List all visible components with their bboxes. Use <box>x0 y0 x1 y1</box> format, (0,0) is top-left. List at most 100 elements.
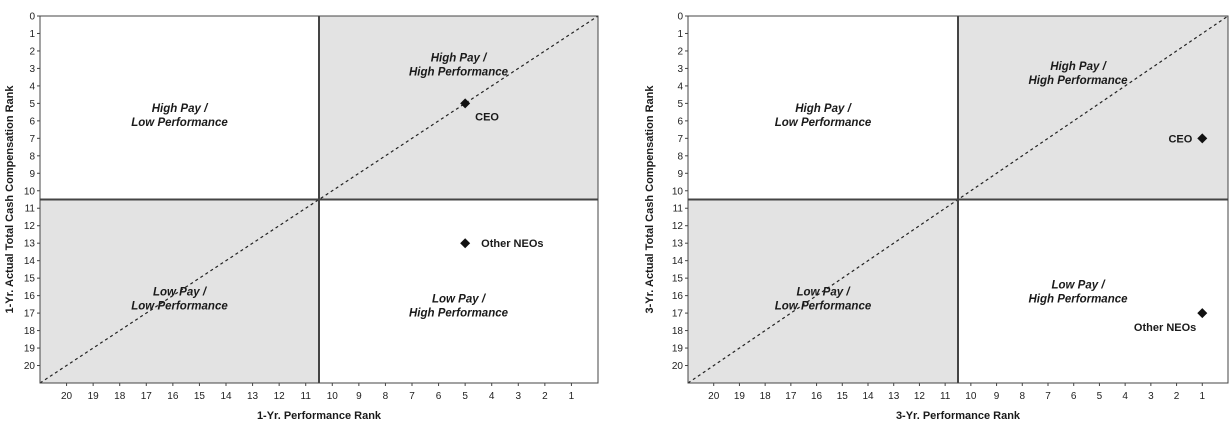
x-tick-label: 13 <box>888 391 900 402</box>
y-tick-label: 3 <box>29 64 35 75</box>
y-tick-label: 9 <box>677 169 683 180</box>
quadrant-label: Low Pay / <box>796 287 851 299</box>
data-point-marker <box>460 98 471 109</box>
quadrant-label: Low Performance <box>131 117 228 129</box>
x-tick-label: 16 <box>811 391 823 402</box>
quadrant-bg <box>688 16 958 200</box>
x-axis-label: 3-Yr. Performance Rank <box>896 410 1021 422</box>
quadrant-label: Low Pay / <box>432 294 487 306</box>
quadrant-label: High Pay / <box>431 52 488 64</box>
y-tick-label: 14 <box>24 256 36 267</box>
y-tick-label: 18 <box>672 326 684 337</box>
quadrant-label: Low Pay / <box>153 287 208 299</box>
data-point-marker <box>460 238 471 249</box>
y-tick-label: 15 <box>672 274 684 285</box>
y-tick-label: 10 <box>672 186 684 197</box>
x-axis-label: 1-Yr. Performance Rank <box>257 410 382 422</box>
x-tick-label: 2 <box>542 391 548 402</box>
y-tick-label: 1 <box>29 29 35 40</box>
y-axis-label: 1-Yr. Actual Total Cash Compensation Ran… <box>4 85 16 314</box>
x-tick-label: 11 <box>301 391 312 402</box>
x-tick-label: 18 <box>760 391 772 402</box>
data-point-marker <box>1197 308 1208 319</box>
quadrant-label: High Pay / <box>152 103 209 115</box>
y-tick-label: 8 <box>29 151 35 162</box>
y-tick-label: 20 <box>672 361 684 372</box>
y-tick-label: 10 <box>24 186 36 197</box>
data-point-label: Other NEOs <box>1134 322 1196 334</box>
x-tick-label: 19 <box>88 391 100 402</box>
y-tick-label: 3 <box>677 64 683 75</box>
y-tick-label: 4 <box>677 81 683 92</box>
quadrant-label: Low Performance <box>775 117 872 129</box>
y-tick-label: 16 <box>24 291 36 302</box>
y-tick-label: 11 <box>25 204 36 215</box>
x-tick-label: 10 <box>965 391 977 402</box>
y-tick-label: 14 <box>672 256 684 267</box>
quadrant-bg <box>958 199 1228 383</box>
x-tick-label: 15 <box>837 391 849 402</box>
x-tick-label: 6 <box>436 391 442 402</box>
x-tick-label: 6 <box>1071 391 1077 402</box>
x-tick-label: 11 <box>940 391 951 402</box>
quadrant-label: Low Pay / <box>1051 280 1106 292</box>
x-tick-label: 1 <box>569 391 575 402</box>
x-tick-label: 9 <box>356 391 362 402</box>
x-tick-label: 8 <box>383 391 389 402</box>
quadrant-label: High Performance <box>1028 75 1128 87</box>
x-tick-label: 18 <box>114 391 126 402</box>
x-tick-label: 19 <box>734 391 746 402</box>
x-tick-label: 7 <box>1045 391 1051 402</box>
y-tick-label: 19 <box>24 344 36 355</box>
y-axis-label: 3-Yr. Actual Total Cash Compensation Ran… <box>644 85 656 314</box>
x-tick-label: 5 <box>462 391 468 402</box>
y-tick-label: 6 <box>677 116 683 127</box>
x-tick-label: 10 <box>327 391 339 402</box>
y-tick-label: 11 <box>673 204 684 215</box>
x-tick-label: 5 <box>1097 391 1103 402</box>
y-tick-label: 13 <box>672 239 684 250</box>
x-tick-label: 4 <box>489 391 495 402</box>
quadrant-bg <box>319 199 598 383</box>
data-point-label: CEO <box>475 111 499 123</box>
quadrant-bg <box>40 16 319 200</box>
y-tick-label: 2 <box>29 46 35 57</box>
y-tick-label: 18 <box>24 326 36 337</box>
y-tick-label: 5 <box>677 99 683 110</box>
quadrant-label: High Pay / <box>1050 61 1107 73</box>
y-tick-label: 9 <box>29 169 35 180</box>
y-tick-label: 12 <box>672 221 684 232</box>
x-tick-label: 3 <box>516 391 522 402</box>
quadrant-label: Low Performance <box>775 301 872 313</box>
x-tick-label: 14 <box>862 391 874 402</box>
data-point-marker <box>1197 133 1208 144</box>
x-tick-label: 17 <box>141 391 153 402</box>
y-tick-label: 17 <box>672 309 684 320</box>
x-tick-label: 4 <box>1122 391 1128 402</box>
x-tick-label: 16 <box>167 391 179 402</box>
x-tick-label: 20 <box>61 391 73 402</box>
y-tick-label: 19 <box>672 344 684 355</box>
quadrant-label: High Pay / <box>795 103 852 115</box>
y-tick-label: 4 <box>29 81 35 92</box>
x-tick-label: 12 <box>274 391 286 402</box>
y-tick-label: 5 <box>29 99 35 110</box>
y-tick-label: 8 <box>677 151 683 162</box>
quadrant-label: High Performance <box>409 66 509 78</box>
x-tick-label: 1 <box>1200 391 1206 402</box>
y-tick-label: 13 <box>24 239 36 250</box>
x-tick-label: 17 <box>785 391 797 402</box>
quadrant-label: Low Performance <box>131 301 228 313</box>
y-tick-label: 16 <box>672 291 684 302</box>
data-point-label: Other NEOs <box>481 238 543 250</box>
x-tick-label: 12 <box>914 391 926 402</box>
x-tick-label: 7 <box>409 391 415 402</box>
x-tick-label: 20 <box>708 391 720 402</box>
y-tick-label: 12 <box>24 221 36 232</box>
y-tick-label: 1 <box>677 29 683 40</box>
quadrant-label: High Performance <box>409 308 509 320</box>
y-tick-label: 17 <box>24 309 36 320</box>
y-tick-label: 7 <box>677 134 683 145</box>
